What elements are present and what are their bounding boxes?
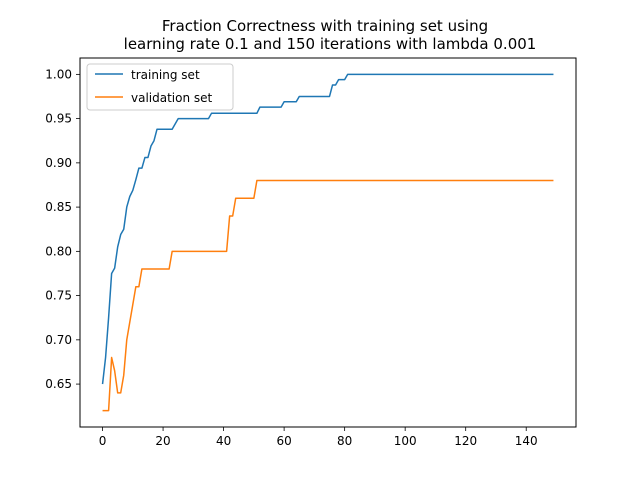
y-axis: 0.65 0.70 0.75 0.80 0.85 0.90 0.95 1.00: [45, 67, 80, 391]
legend-box: [86, 63, 234, 111]
x-tick-label: 40: [216, 434, 231, 448]
x-tick-label: 140: [515, 434, 538, 448]
plot-area: [101, 73, 554, 412]
legend-label-training-set: training set: [131, 68, 200, 82]
y-tick-label: 0.75: [45, 289, 72, 303]
y-tick-label: 0.65: [45, 377, 72, 391]
legend-label-validation-set: validation set: [131, 91, 213, 105]
x-tick-label: 100: [394, 434, 417, 448]
chart-title-line-1: Fraction Correctness with training set u…: [162, 17, 488, 35]
y-tick-label: 0.70: [45, 333, 72, 347]
legend: training set validation set: [86, 63, 234, 111]
series-line-validation-set: [102, 179, 554, 412]
y-tick-label: 0.90: [45, 156, 72, 170]
y-tick-label: 1.00: [45, 67, 72, 81]
x-tick-label: 20: [155, 434, 170, 448]
x-tick-label: 120: [454, 434, 477, 448]
axes-frame: [79, 57, 577, 428]
series-line-training-set: [101, 73, 554, 385]
x-tick-label: 60: [276, 434, 291, 448]
x-tick-label: 0: [99, 434, 107, 448]
y-tick-label: 0.85: [45, 200, 72, 214]
x-axis: 0 20 40 60 80 100 120 140: [99, 427, 538, 448]
x-tick-label: 80: [337, 434, 352, 448]
y-tick-label: 0.80: [45, 244, 72, 258]
chart-title-line-2: learning rate 0.1 and 150 iterations wit…: [124, 35, 537, 53]
y-tick-label: 0.95: [45, 112, 72, 126]
